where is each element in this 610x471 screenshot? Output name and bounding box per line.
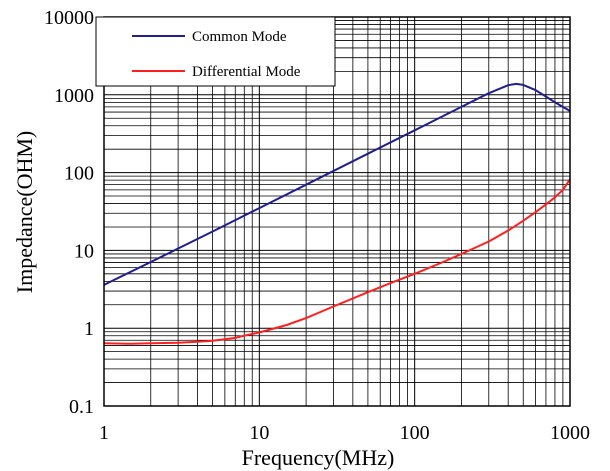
x-axis-title: Frequency(MHz)	[242, 445, 395, 470]
y-tick-label: 100	[64, 163, 94, 185]
y-tick-label: 0.1	[69, 396, 94, 418]
legend-label-differential-mode: Differential Mode	[192, 64, 301, 80]
y-tick-label: 10	[74, 240, 94, 262]
y-tick-labels: 0.1 1 10 100 1000 10000	[44, 7, 94, 418]
legend: Common Mode Differential Mode	[95, 16, 336, 87]
legend-box	[95, 16, 336, 87]
x-tick-label: 100	[400, 422, 430, 444]
legend-label-common-mode: Common Mode	[192, 29, 287, 45]
y-tick-label: 1	[84, 318, 94, 340]
x-tick-labels: 1 10 100 1000	[99, 422, 590, 444]
series-line-common-mode	[103, 82, 571, 286]
series-line-differential-mode	[103, 178, 571, 345]
x-tick-label: 1	[99, 422, 109, 444]
y-axis-title: Impedance(OHM)	[12, 131, 37, 294]
y-tick-label: 1000	[54, 85, 94, 107]
x-tick-label: 10	[249, 422, 269, 444]
plot-frame	[103, 16, 571, 407]
series-lines	[103, 82, 571, 345]
y-tick-label: 10000	[44, 7, 94, 29]
x-tick-label: 1000	[550, 422, 590, 444]
